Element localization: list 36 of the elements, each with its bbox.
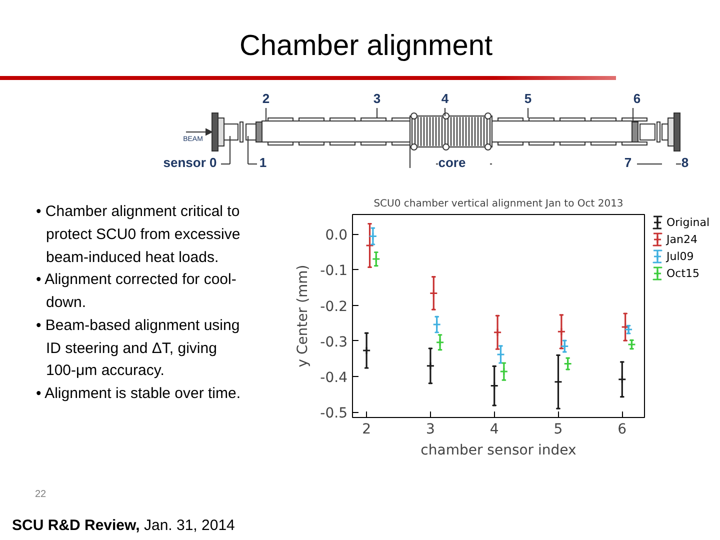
text: • Alignment is stable over time.	[36, 384, 242, 404]
y-tick-label: -0.3	[320, 334, 348, 350]
y-tick-label: -0.1	[320, 263, 348, 280]
text: 3	[372, 91, 382, 106]
text: 2	[261, 91, 271, 106]
text: Jan. 31, 2014	[144, 517, 235, 534]
chart-title: Chamber alignment	[238, 29, 494, 64]
text: sensor 0	[162, 155, 218, 170]
text: SCU R&D Review,	[12, 517, 140, 534]
y-tick-label: -0.2	[320, 298, 348, 315]
legend-label: Jan24	[666, 233, 698, 246]
legend-label: Jul09	[666, 250, 694, 263]
x-tick-label: 2	[362, 422, 372, 438]
text: 6	[632, 91, 642, 106]
chart-subtitle: SCU0 chamber vertical alignment Jan to Oct 2013	[374, 198, 624, 210]
text: • Alignment corrected for cool-down.	[36, 270, 238, 313]
text: • Chamber alignment critical to protect SCU0 from excessive beam-induced heat loads.	[36, 202, 242, 268]
y-tick-label: -0.5	[320, 406, 348, 422]
text: 7	[623, 155, 633, 170]
text: • Beam-based alignment using ID steering and ΔT, giving 100-μm accuracy.	[36, 316, 241, 382]
text: 22	[35, 488, 46, 502]
text: 5	[523, 91, 533, 106]
text: 8	[680, 155, 690, 170]
y-axis-title: y Center (mm)	[295, 264, 312, 368]
x-tick-label: 3	[426, 422, 435, 438]
text: core	[437, 155, 467, 170]
y-tick-label: 0.0	[325, 228, 348, 244]
x-tick-label: 4	[490, 422, 499, 438]
legend-label: Oct15	[666, 267, 700, 280]
x-axis-title: chamber sensor index	[420, 442, 576, 458]
x-tick-label: 5	[554, 422, 563, 438]
text: 1	[258, 155, 268, 170]
x-tick-label: 6	[618, 422, 627, 438]
y-tick-label: -0.4	[320, 370, 348, 386]
text: 4	[440, 91, 450, 106]
legend-label: Original	[666, 216, 710, 229]
